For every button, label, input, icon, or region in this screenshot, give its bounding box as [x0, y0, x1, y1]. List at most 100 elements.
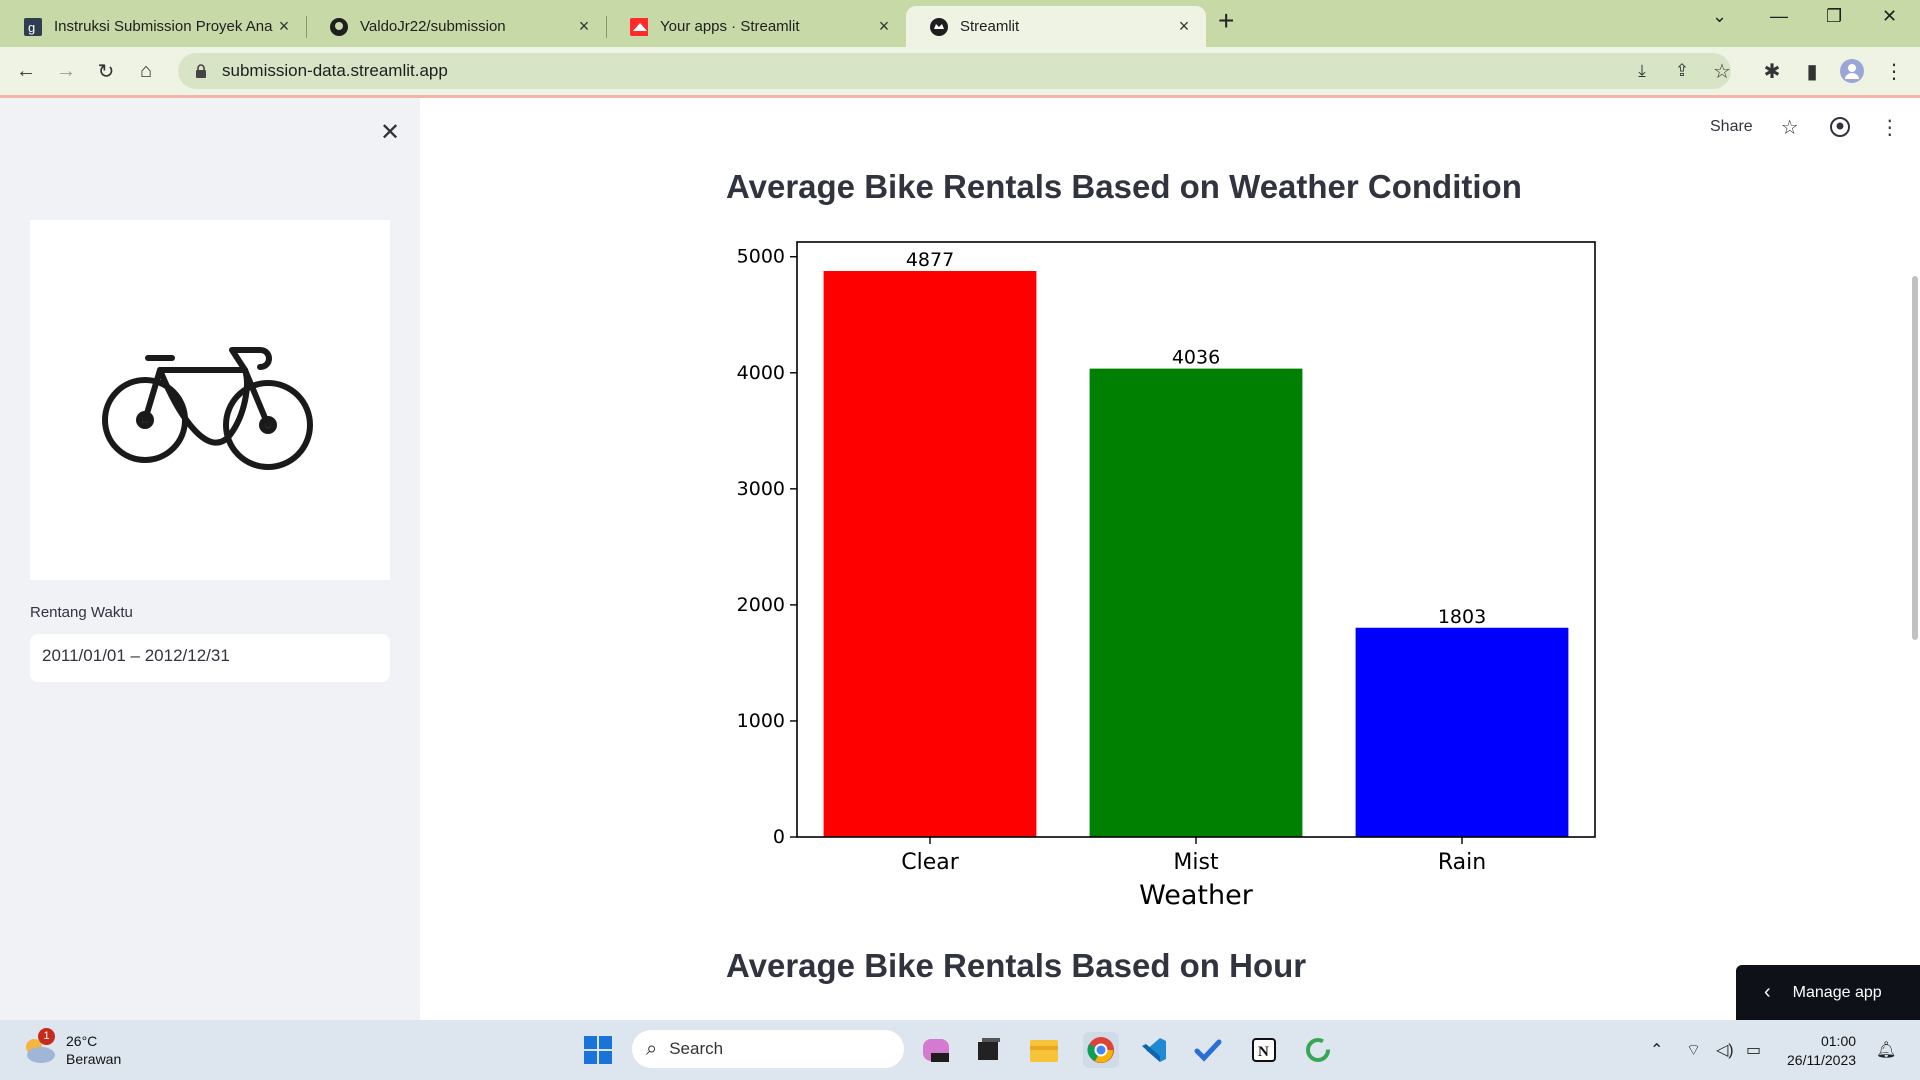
- manage-app-label: Manage app: [1792, 983, 1882, 1001]
- tab-streamlit[interactable]: Streamlit ×: [906, 6, 1206, 47]
- svg-text:N: N: [1258, 1044, 1269, 1060]
- x-tick-label: Mist: [1173, 850, 1219, 875]
- favorite-star-icon[interactable]: ☆: [1780, 116, 1799, 139]
- weather-badge: 1: [38, 1028, 55, 1045]
- tab-title: Streamlit: [960, 18, 1020, 35]
- y-tick-label: 2000: [737, 594, 785, 616]
- manage-app-button[interactable]: ‹ Manage app: [1736, 965, 1920, 1020]
- volume-icon[interactable]: ◁): [1716, 1042, 1734, 1059]
- close-sidebar-icon[interactable]: ✕: [380, 119, 401, 146]
- minimize-button[interactable]: —: [1770, 6, 1788, 26]
- tab-title: ValdoJr22/submission: [360, 18, 506, 35]
- clock-date: 26/11/2023: [1787, 1052, 1857, 1068]
- browser-toolbar: ← → ↻ ⌂ submission-data.streamlit.app ⤓ …: [0, 47, 1920, 95]
- chart-svg: 0 1000 2000 3000 4000 5000 4877 Clear 4036 Mist 18…: [737, 241, 1596, 911]
- restore-button[interactable]: ❐: [1826, 6, 1843, 26]
- forward-arrow-icon[interactable]: →: [56, 59, 76, 82]
- tab-title: Instruksi Submission Proyek Ana: [54, 18, 273, 35]
- page-scrollbar[interactable]: [1912, 276, 1918, 640]
- plot-frame: [796, 241, 1596, 838]
- tab-instruksi[interactable]: g Instruksi Submission Proyek Ana ×: [0, 6, 306, 47]
- svg-text:g: g: [28, 20, 35, 35]
- y-tick-label: 0: [773, 826, 785, 848]
- close-tab-icon[interactable]: ×: [1178, 16, 1190, 36]
- close-tab-icon[interactable]: ×: [578, 16, 590, 36]
- tab-title: Your apps · Streamlit: [660, 18, 800, 35]
- windows-taskbar: 1 26°C Berawan ⌕ Search N ⌃ ⌔ ◁) ▭ 01:00…: [0, 1020, 1920, 1080]
- y-tick-label: 5000: [737, 246, 785, 268]
- system-clock[interactable]: 01:00 26/11/2023: [1787, 1032, 1856, 1070]
- page-load-indicator: [0, 95, 1920, 98]
- vscode-icon[interactable]: [1136, 1032, 1172, 1068]
- section-title-hour: Average Bike Rentals Based on Hour: [726, 947, 1307, 984]
- sidebar: ✕ Rentang Waktu 2011/01/01 – 2012/12/31: [0, 98, 420, 1020]
- weather-bar-chart: 0 1000 2000 3000 4000 5000 4877 Clear 4036 Mist 18…: [720, 230, 1620, 920]
- close-tab-icon[interactable]: ×: [878, 16, 890, 36]
- tab-search-chevron-icon[interactable]: ⌄: [1712, 6, 1728, 26]
- notion-icon[interactable]: N: [1246, 1032, 1282, 1068]
- bar-value-label: 4877: [906, 249, 954, 271]
- bar-mist: [1089, 368, 1303, 837]
- github-icon: [330, 17, 348, 36]
- clock-time: 01:00: [1820, 1033, 1857, 1049]
- windows-start-icon[interactable]: [580, 1032, 616, 1068]
- date-range-label: Rentang Waktu: [30, 604, 133, 621]
- close-tab-icon[interactable]: ×: [278, 16, 290, 36]
- y-tick-label: 4000: [737, 362, 785, 384]
- share-button[interactable]: Share: [1710, 118, 1753, 135]
- battery-icon[interactable]: ▭: [1746, 1042, 1762, 1059]
- reload-icon[interactable]: ↻: [97, 60, 115, 83]
- tab-your-apps[interactable]: Your apps · Streamlit ×: [606, 6, 906, 47]
- chrome-taskbar-icon[interactable]: [1083, 1032, 1119, 1068]
- streamlit-crown-icon: [930, 17, 948, 36]
- wifi-icon[interactable]: ⌔: [1686, 1042, 1702, 1059]
- install-app-icon[interactable]: ⤓: [1638, 61, 1646, 80]
- bar-value-label: 4036: [1172, 347, 1220, 369]
- profile-avatar[interactable]: [1838, 57, 1866, 85]
- side-panel-icon[interactable]: ▮: [1806, 60, 1818, 83]
- search-icon: ⌕: [646, 1037, 658, 1060]
- todo-icon[interactable]: [1190, 1032, 1226, 1068]
- x-axis-label: Weather: [1139, 880, 1254, 911]
- close-window-button[interactable]: ✕: [1882, 6, 1898, 26]
- date-range-input[interactable]: 2011/01/01 – 2012/12/31: [30, 634, 390, 682]
- app-ring-icon[interactable]: [1300, 1032, 1336, 1068]
- chevron-left-icon: ‹: [1764, 981, 1771, 1003]
- app-menu-icon[interactable]: ⋮: [1879, 116, 1900, 139]
- bookmark-star-icon[interactable]: ☆: [1713, 60, 1731, 83]
- x-tick-label: Clear: [901, 850, 959, 875]
- y-tick-label: 3000: [737, 478, 785, 500]
- tab-github[interactable]: ValdoJr22/submission ×: [306, 6, 606, 47]
- notification-bell-icon[interactable]: 🔔︎: [1876, 1042, 1897, 1059]
- bicycle-logo-image: [30, 220, 390, 580]
- url-text: submission-data.streamlit.app: [222, 61, 448, 80]
- github-repo-icon[interactable]: [1827, 114, 1853, 140]
- chrome-menu-icon[interactable]: ⋮: [1884, 60, 1904, 83]
- weather-widget[interactable]: 1 26°C Berawan: [22, 1028, 122, 1068]
- share-page-icon[interactable]: ⇪: [1674, 61, 1690, 80]
- bar-rain: [1355, 627, 1569, 837]
- task-view-icon[interactable]: [970, 1032, 1006, 1068]
- streamlit-favicon-icon: [630, 17, 648, 36]
- tab-divider: [606, 16, 607, 38]
- x-tick-label: Rain: [1438, 850, 1486, 875]
- lock-icon: [196, 64, 206, 78]
- extensions-puzzle-icon[interactable]: ✱: [1763, 60, 1781, 83]
- dicoding-favicon-icon: g: [24, 17, 42, 36]
- browser-tab-strip: g Instruksi Submission Proyek Ana × Vald…: [0, 0, 1920, 47]
- new-tab-button[interactable]: +: [1218, 5, 1235, 36]
- bar-value-label: 1803: [1438, 606, 1486, 628]
- search-label: Search: [669, 1039, 724, 1058]
- back-arrow-icon[interactable]: ←: [16, 59, 36, 82]
- copilot-icon[interactable]: [918, 1032, 954, 1068]
- weather-desc: Berawan: [66, 1051, 122, 1067]
- y-tick-label: 1000: [737, 710, 785, 732]
- app-header: Share ☆ ⋮: [1710, 114, 1903, 140]
- address-bar[interactable]: submission-data.streamlit.app: [178, 53, 1731, 89]
- cloudy-weather-icon: [26, 1039, 55, 1063]
- bar-clear: [823, 271, 1037, 837]
- taskbar-search[interactable]: ⌕ Search: [632, 1030, 904, 1068]
- tray-chevron-up-icon[interactable]: ⌃: [1650, 1042, 1664, 1059]
- file-explorer-icon[interactable]: [1026, 1032, 1062, 1068]
- home-icon[interactable]: ⌂: [139, 59, 153, 82]
